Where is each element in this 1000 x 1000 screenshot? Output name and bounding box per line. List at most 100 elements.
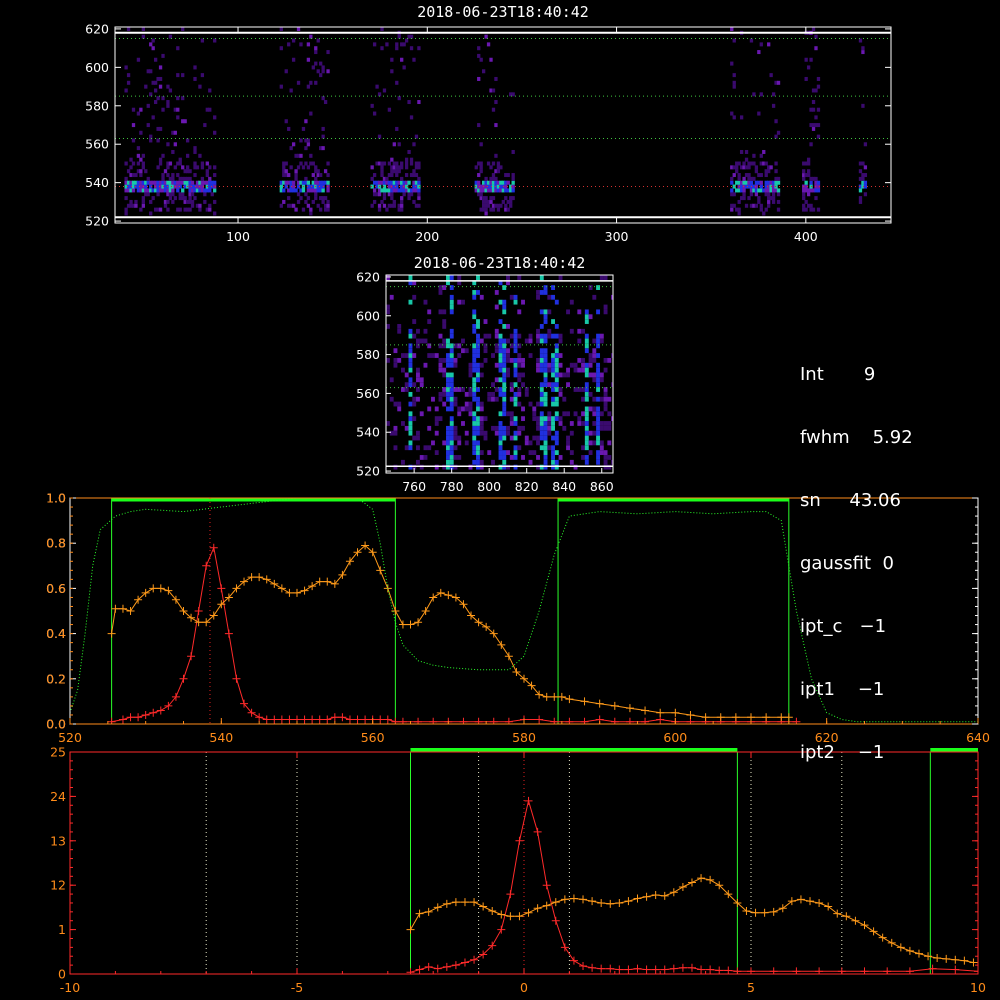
heatmap-cell xyxy=(498,367,503,373)
heatmap-cell xyxy=(511,149,515,154)
heatmap-cell xyxy=(446,280,450,286)
heatmap-cell xyxy=(380,180,384,185)
plus-marker xyxy=(118,715,127,724)
heatmap-cell xyxy=(603,396,608,402)
plus-marker xyxy=(345,557,354,566)
heatmap-cell xyxy=(547,362,552,368)
heatmap-cell xyxy=(472,280,477,286)
plus-marker xyxy=(433,964,442,973)
heatmap-cell xyxy=(816,76,821,81)
heatmap-cell xyxy=(146,103,150,108)
heatmap-cell xyxy=(153,180,158,185)
heatmap-cell xyxy=(521,357,525,363)
heatmap-cell xyxy=(404,161,409,166)
heatmap-cell xyxy=(200,184,205,189)
heatmap-cell xyxy=(316,203,320,208)
heatmap-cell xyxy=(446,435,450,441)
heatmap-cell xyxy=(573,387,578,392)
heatmap-cell xyxy=(730,165,734,170)
heatmap-cell xyxy=(599,275,604,281)
heatmap-cell xyxy=(449,304,454,310)
heatmap-cell xyxy=(400,196,404,201)
plus-marker xyxy=(194,607,203,615)
heatmap-cell xyxy=(316,188,320,193)
heatmap-cell xyxy=(407,196,411,201)
heatmap-cell xyxy=(592,430,597,436)
heatmap-cell xyxy=(404,173,409,178)
orange-profile-series xyxy=(107,541,793,722)
heatmap-cell xyxy=(161,96,165,101)
heatmap-cell xyxy=(543,382,548,388)
heatmap-cell xyxy=(472,324,477,329)
plus-marker xyxy=(606,899,615,908)
heatmap-cell xyxy=(543,353,548,358)
heatmap-cell xyxy=(453,455,458,460)
heatmap-cell xyxy=(498,464,503,470)
heatmap-cell xyxy=(146,180,150,185)
heatmap-cell xyxy=(816,123,821,128)
heatmap-cell xyxy=(291,57,296,62)
heatmap-cell xyxy=(558,275,563,281)
heatmap-cell xyxy=(168,196,173,201)
heatmap-cell xyxy=(776,176,781,181)
heatmap-cell xyxy=(412,184,416,189)
heatmap-cell xyxy=(400,180,404,185)
heatmap-cell xyxy=(551,401,555,407)
plus-marker xyxy=(660,891,669,900)
plus-marker xyxy=(533,904,542,913)
heatmap-cell xyxy=(502,357,507,363)
heatmap-cell xyxy=(491,184,496,189)
heatmap-cell xyxy=(764,161,768,166)
heatmap-cell xyxy=(134,199,138,204)
heatmap-cell xyxy=(417,203,421,208)
heatmap-cell xyxy=(386,275,390,281)
heatmap-cell xyxy=(464,391,469,397)
heatmap-cell xyxy=(506,464,510,470)
plus-marker xyxy=(769,967,778,974)
plus-marker xyxy=(107,717,116,724)
heatmap-cell xyxy=(558,333,563,339)
plus-marker xyxy=(164,586,173,595)
heatmap-cell xyxy=(141,203,145,208)
heatmap-cell xyxy=(747,176,751,181)
heatmap-cell xyxy=(732,203,736,208)
heatmap-cell xyxy=(498,435,503,441)
heatmap-cell xyxy=(423,455,428,460)
fit-info-box: Int 9 fwhm 5.92 sn 43.06 gaussfit 0 ipt_… xyxy=(800,322,913,784)
heatmap-cell xyxy=(412,319,417,324)
heatmap-cell xyxy=(171,149,175,154)
heatmap-cell xyxy=(284,173,288,178)
heatmap-cell xyxy=(566,372,570,378)
heatmap-cell xyxy=(502,285,507,290)
heatmap-cell xyxy=(185,180,190,185)
top-overview-heatmap-panel: 100 200 300 4005205405605806006202018-06-23… xyxy=(85,3,892,244)
heatmap-cell xyxy=(151,196,155,201)
heatmap-cell xyxy=(193,188,197,193)
heatmap-cell xyxy=(144,169,148,174)
heatmap-cell xyxy=(377,192,382,197)
heatmap-cell xyxy=(287,126,291,131)
heatmap-cell xyxy=(472,387,477,392)
heatmap-cell xyxy=(141,161,145,166)
plus-marker xyxy=(524,796,533,805)
heatmap-cell xyxy=(168,184,173,189)
heatmap-cell xyxy=(390,169,394,174)
heatmap-cell xyxy=(151,115,155,120)
heatmap-cell xyxy=(139,207,143,212)
heatmap-cell xyxy=(491,180,496,185)
plus-marker xyxy=(149,708,158,717)
heatmap-cell xyxy=(584,372,589,378)
heatmap-cell xyxy=(484,188,488,193)
heatmap-cell xyxy=(282,188,286,193)
plus-marker xyxy=(107,629,116,638)
heatmap-cell xyxy=(166,142,170,147)
heatmap-cell xyxy=(380,199,384,204)
heatmap-cell xyxy=(551,357,555,363)
heatmap-cell xyxy=(181,180,185,185)
heatmap-cell xyxy=(506,173,510,178)
heatmap-cell xyxy=(296,80,301,85)
heatmap-cell xyxy=(400,188,404,193)
heatmap-cell xyxy=(543,421,548,426)
plus-marker xyxy=(444,591,453,600)
heatmap-cell xyxy=(486,161,491,166)
